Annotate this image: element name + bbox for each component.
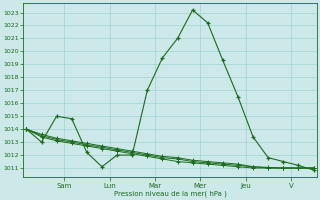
X-axis label: Pression niveau de la mer( hPa ): Pression niveau de la mer( hPa ) [114, 190, 226, 197]
